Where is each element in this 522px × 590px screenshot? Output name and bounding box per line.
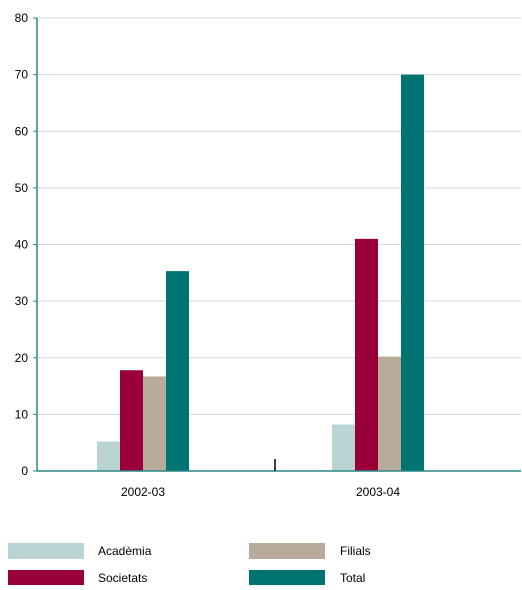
y-tick-label: 20 [15,351,29,365]
axes [33,17,521,472]
legend-label: Acadèmia [98,544,152,558]
legend-label: Societats [98,571,147,585]
y-tick-label: 10 [15,407,29,421]
x-tick-label: 2003-04 [356,485,400,499]
legend: Acadèmia Societats Filials Total [8,543,371,586]
y-tick-label: 0 [21,464,28,478]
legend-swatch [8,570,84,586]
bar-total-2003-04 [401,74,424,471]
bars [97,74,424,471]
y-tick-label: 80 [15,11,29,25]
bar-acadèmia-2002-03 [97,441,120,471]
legend-swatch [249,570,325,586]
bar-filials-2003-04 [378,356,401,471]
bar-societats-2003-04 [355,238,378,471]
legend-swatch [8,543,84,559]
legend-label: Total [340,571,365,585]
bar-total-2002-03 [166,271,189,471]
bar-acadèmia-2003-04 [332,424,355,471]
x-tick-labels: 2002-03 2003-04 [121,485,400,499]
y-tick-labels: 0 10 20 30 40 50 60 70 80 [15,11,29,478]
gridlines [37,17,521,415]
y-tick-label: 40 [15,238,29,252]
y-tick-label: 60 [15,124,29,138]
bar-filials-2002-03 [143,376,166,471]
x-tick-label: 2002-03 [121,485,165,499]
y-tick-label: 50 [15,181,29,195]
legend-swatch [249,543,325,559]
y-tick-label: 30 [15,294,29,308]
y-tick-label: 70 [15,68,29,82]
bar-societats-2002-03 [120,370,143,471]
legend-label: Filials [340,544,371,558]
